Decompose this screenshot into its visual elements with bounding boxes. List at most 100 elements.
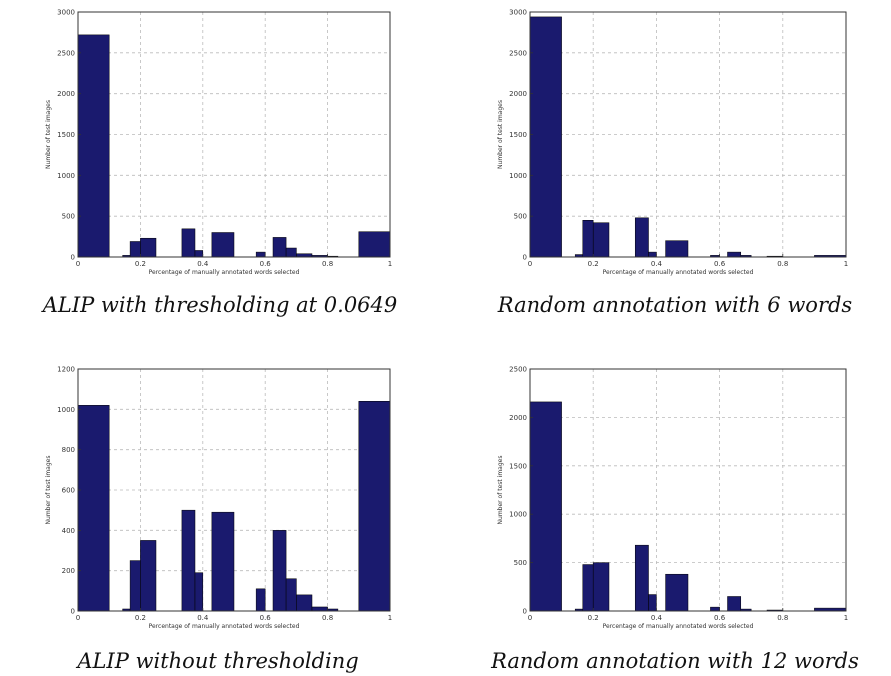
histogram-bar (140, 237, 157, 258)
y-tick-label: 600 (62, 487, 75, 495)
x-tick-label: 0.4 (651, 260, 663, 268)
x-tick-label: 0.2 (135, 614, 146, 622)
chart-caption: Random annotation with 12 words (490, 649, 859, 673)
histogram-bar (140, 540, 157, 612)
y-tick-label: 1000 (509, 511, 527, 519)
x-tick-label: 0.8 (322, 614, 333, 622)
y-tick-label: 400 (62, 527, 75, 535)
chart-caption: Random annotation with 6 words (497, 293, 853, 317)
x-tick-label: 0.6 (260, 614, 272, 622)
histogram-bar (296, 594, 313, 612)
histogram-bar (211, 511, 235, 612)
histogram-bar (211, 232, 235, 258)
x-tick-label: 1 (844, 614, 848, 622)
histogram-bar (194, 572, 204, 612)
x-tick-label: 0.2 (588, 260, 599, 268)
x-tick-label: 0 (76, 614, 80, 622)
histogram-bar (358, 401, 391, 612)
histogram-bar (77, 34, 110, 258)
x-tick-label: 1 (388, 260, 392, 268)
y-tick-label: 1500 (509, 462, 527, 470)
histogram-bar (529, 401, 562, 612)
y-tick-label: 2000 (509, 90, 527, 98)
histogram-bar (285, 247, 297, 258)
histogram-bar (648, 251, 657, 258)
x-tick-label: 0.2 (588, 614, 599, 622)
y-tick-label: 1200 (57, 366, 75, 374)
y-tick-label: 200 (62, 567, 75, 575)
y-tick-label: 500 (514, 213, 527, 221)
histogram-bar (634, 217, 649, 258)
x-axis-label: Percentage of manually annotated words s… (603, 269, 754, 276)
histogram-bar (272, 530, 287, 612)
x-tick-label: 1 (844, 260, 848, 268)
histogram-bar (129, 560, 141, 612)
histogram-bar (311, 606, 328, 612)
histogram-bar (529, 16, 562, 258)
x-tick-label: 0.2 (135, 260, 146, 268)
y-tick-label: 2000 (509, 414, 527, 422)
histogram-bar (358, 231, 391, 258)
y-tick-label: 0 (71, 254, 75, 262)
y-tick-label: 2000 (57, 90, 75, 98)
x-tick-label: 0.6 (714, 260, 726, 268)
y-tick-label: 1000 (57, 406, 75, 414)
y-axis-label: Number of test images (497, 456, 504, 525)
y-axis-label: Number of test images (497, 100, 504, 169)
x-axis-label: Percentage of manually annotated words s… (149, 623, 300, 630)
histogram-bar (181, 509, 196, 612)
plot-frame (529, 368, 847, 612)
histogram-bar (582, 220, 594, 258)
histogram-bar (181, 228, 196, 258)
histogram-bar (592, 562, 610, 612)
y-tick-label: 800 (62, 446, 75, 454)
y-tick-label: 1500 (57, 131, 75, 139)
chart-caption: ALIP without thresholding (75, 649, 358, 673)
chart-caption: ALIP with thresholding at 0.0649 (41, 293, 398, 317)
histogram-bar (194, 250, 204, 258)
y-tick-label: 500 (514, 559, 527, 567)
y-tick-label: 1000 (57, 172, 75, 180)
histogram-bar (648, 594, 657, 612)
histogram-bar (255, 588, 266, 612)
x-tick-label: 0.6 (714, 614, 726, 622)
y-tick-label: 0 (523, 608, 527, 616)
x-tick-label: 0.4 (651, 614, 663, 622)
x-tick-label: 0 (528, 614, 532, 622)
x-tick-label: 0.8 (777, 260, 788, 268)
histogram-bar (582, 564, 594, 612)
y-axis-label: Number of test images (45, 100, 52, 169)
y-tick-label: 1500 (509, 131, 527, 139)
x-tick-label: 0.6 (260, 260, 272, 268)
y-tick-label: 0 (71, 608, 75, 616)
y-tick-label: 3000 (57, 9, 75, 17)
histogram-bar (285, 578, 297, 612)
x-axis-label: Percentage of manually annotated words s… (149, 269, 300, 276)
y-tick-label: 1000 (509, 172, 527, 180)
histogram-bar (665, 573, 689, 612)
histogram-bar (592, 222, 610, 258)
histogram-bar (77, 405, 110, 612)
y-axis-label: Number of test images (45, 456, 52, 525)
y-tick-label: 500 (62, 213, 75, 221)
histogram-bar (727, 251, 742, 258)
histogram-bar (129, 241, 141, 258)
x-tick-label: 0 (528, 260, 532, 268)
x-tick-label: 1 (388, 614, 392, 622)
x-tick-label: 0.8 (322, 260, 333, 268)
histogram-bar (255, 251, 266, 258)
x-tick-label: 0.8 (777, 614, 788, 622)
y-tick-label: 2500 (509, 366, 527, 374)
histogram-bar (634, 544, 649, 612)
y-tick-label: 2500 (509, 49, 527, 57)
y-tick-label: 2500 (57, 49, 75, 57)
histogram-bar (710, 606, 720, 612)
histogram-bar (665, 240, 689, 258)
y-tick-label: 0 (523, 254, 527, 262)
x-tick-label: 0.4 (197, 614, 209, 622)
x-tick-label: 0 (76, 260, 80, 268)
x-tick-label: 0.4 (197, 260, 209, 268)
histogram-bar (272, 237, 287, 258)
y-tick-label: 3000 (509, 9, 527, 17)
